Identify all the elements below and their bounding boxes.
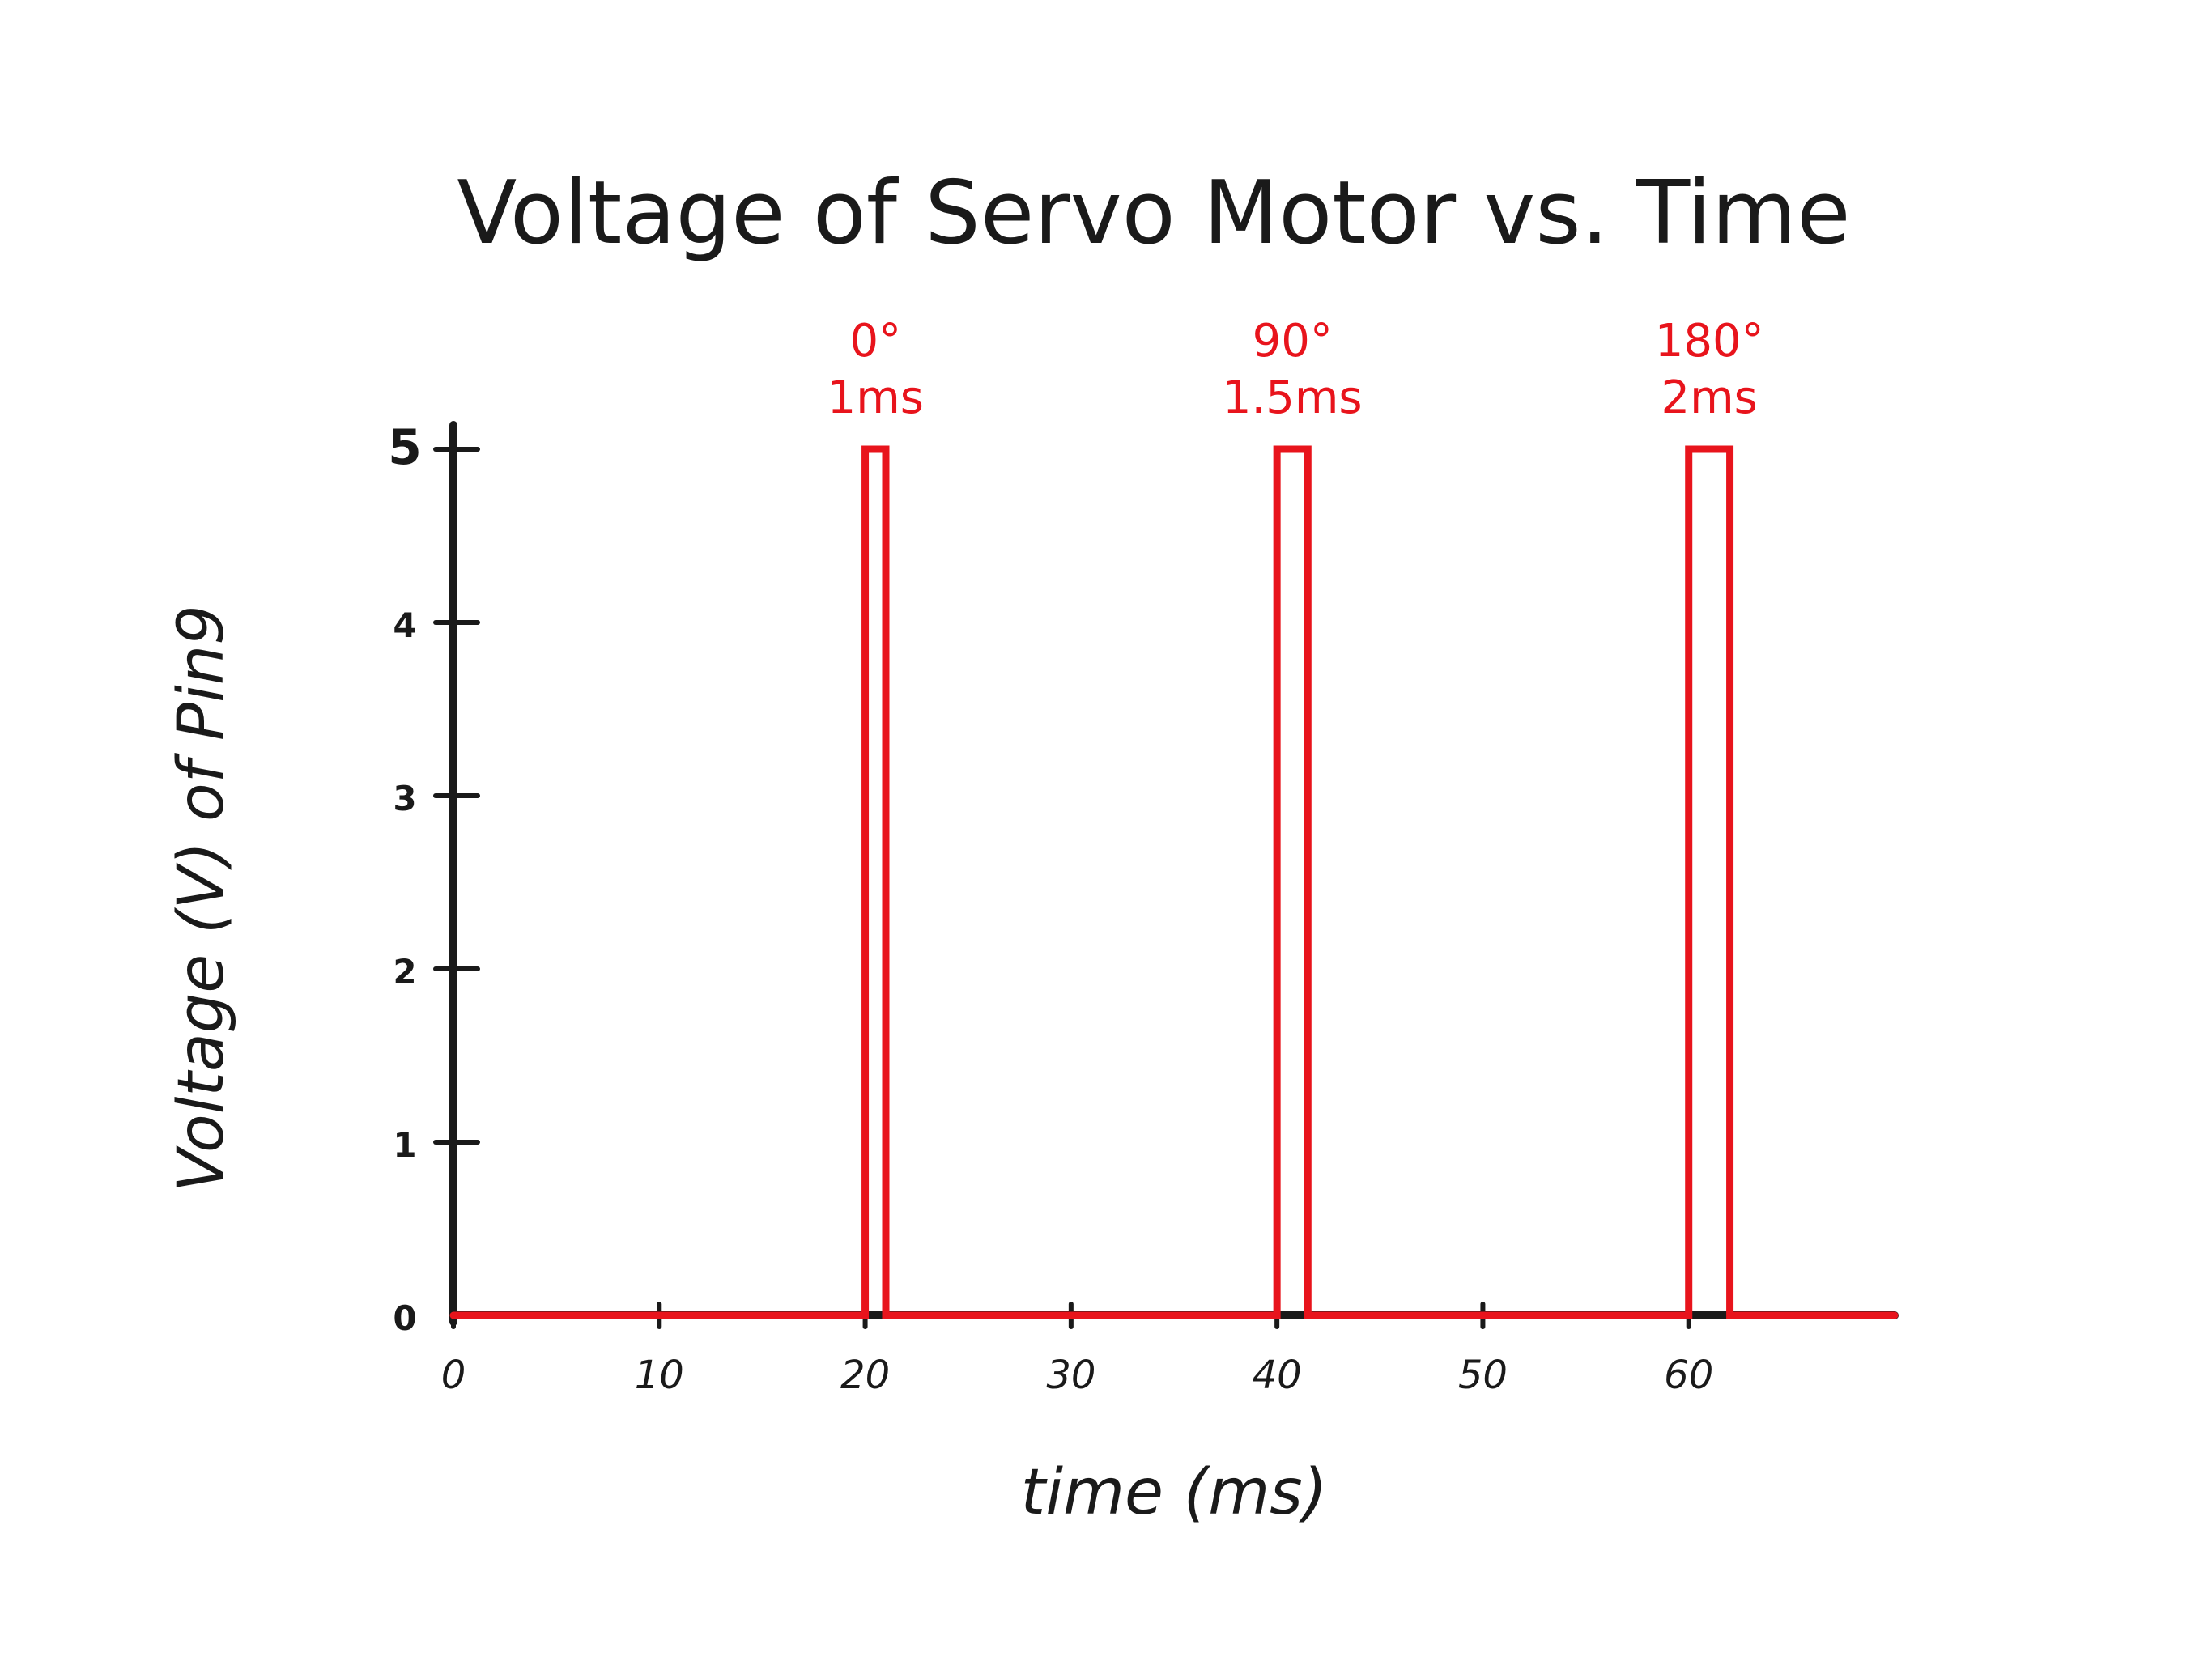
pulse-width-label: 1ms [827,372,924,424]
pulse-width-label: 2ms [1661,372,1757,424]
data-point [453,1315,454,1316]
x-tick-label: 20 [840,1353,890,1398]
data-point [1729,448,1731,450]
data-point [1276,448,1278,450]
pulse-width-label: 1.5ms [1223,372,1363,424]
axes [449,421,1899,1326]
x-tick-label: 50 [1458,1353,1508,1398]
data-point [1688,448,1690,450]
data-point [885,1315,887,1316]
data-point [885,448,887,450]
pulse-angle-label: 180° [1655,315,1764,367]
y-tick-label: 2 [393,952,416,992]
y-axis-label: Voltage (V) of Pin9 [165,605,238,1192]
x-tick-label: 60 [1664,1353,1713,1398]
data-point [865,1315,866,1316]
annotations: 0°1ms 90°1.5ms 180°2ms [827,315,1764,424]
pulse-angle-label: 90° [1253,315,1333,367]
series-layer [449,445,1899,1319]
x-tick-label: 0 [441,1353,466,1398]
y-tick-label: 3 [393,779,416,818]
data-point [865,448,866,450]
data-point [1276,1315,1278,1316]
series-line [449,445,1899,1319]
x-tick-label: 30 [1046,1353,1095,1398]
ticks: 0 10 20 30 40 50 60 0 1 2 3 4 5 [388,419,1713,1398]
data-point [1729,1315,1731,1316]
y-tick-label: 5 [388,419,422,476]
y-tick-label: 1 [393,1125,416,1165]
y-tick-label: 4 [393,605,416,645]
data-point [1688,1315,1690,1316]
pulse-angle-label: 0° [849,315,901,367]
x-tick-label: 40 [1253,1353,1302,1398]
x-axis-label: time (ms) [1021,1456,1328,1529]
y-tick-label: 0 [393,1298,416,1338]
x-tick-label: 10 [635,1353,684,1398]
chart-title: Voltage of Servo Motor vs. Time [457,163,1850,264]
